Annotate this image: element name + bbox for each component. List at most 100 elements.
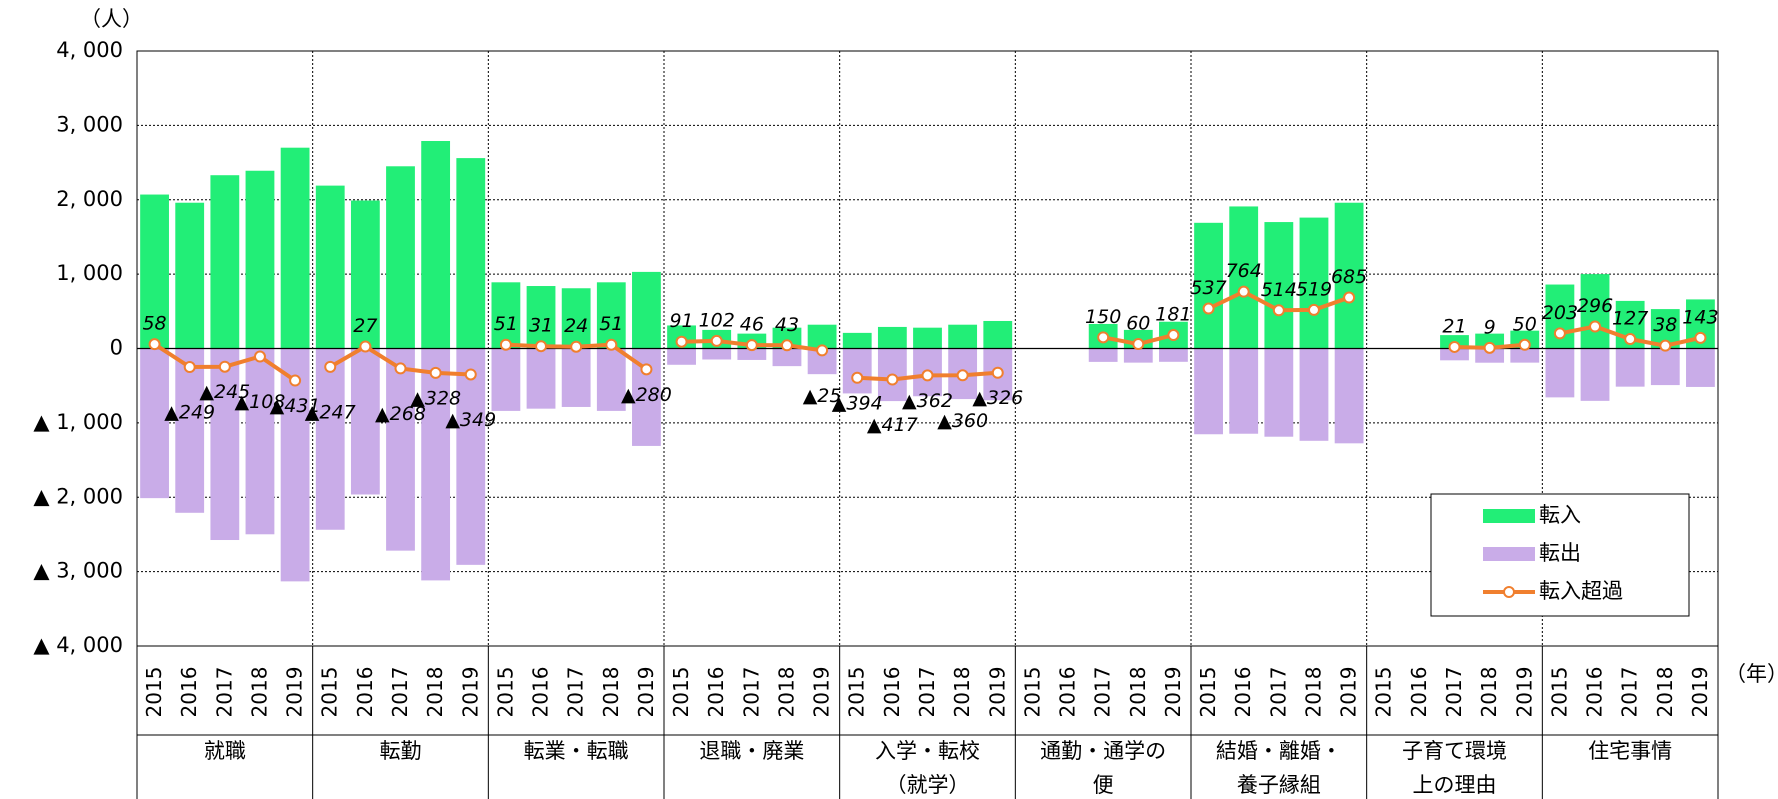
bar (1545, 348, 1575, 398)
bar (667, 348, 696, 365)
group-label: 子育て環境上の理由 (1402, 739, 1507, 797)
legend-label: 転入超過 (1539, 579, 1623, 603)
legend-swatch (1483, 509, 1535, 523)
bar (1475, 348, 1505, 363)
plot-frame (136, 50, 1719, 647)
line-marker (359, 340, 372, 353)
bar (596, 348, 626, 411)
line-marker (570, 340, 583, 353)
y-tick-label: 2, 000 (56, 187, 123, 211)
x-tick-label: 2019 (1161, 667, 1185, 718)
bar (491, 282, 521, 349)
bar (1334, 202, 1364, 349)
line-marker (499, 338, 512, 351)
bar (140, 194, 169, 349)
x-tick-label: 2017 (1091, 667, 1115, 718)
line-marker (1448, 340, 1461, 353)
data-label: ▲249 (164, 402, 215, 424)
bar (1194, 348, 1223, 435)
x-tick-label: 2019 (283, 667, 307, 718)
line-marker (535, 340, 548, 353)
data-label: 296 (1577, 295, 1613, 317)
line-marker (886, 373, 899, 386)
legend-marker (1503, 586, 1515, 598)
bar (386, 166, 415, 349)
line-marker (1343, 291, 1356, 304)
bar (210, 348, 240, 541)
line-marker (710, 334, 723, 347)
bar (175, 202, 205, 349)
bar (1229, 206, 1259, 349)
bar (350, 200, 380, 349)
group-label: 転業・転職 (524, 739, 629, 763)
data-label: ▲328 (410, 387, 461, 409)
bar (1264, 348, 1294, 437)
x-tick-label: 2016 (1407, 667, 1431, 718)
data-label: ▲25 (803, 385, 842, 407)
data-label: 685 (1331, 266, 1367, 288)
bar (1510, 348, 1540, 363)
legend-swatch (1483, 547, 1535, 561)
bar (140, 348, 169, 499)
data-label: ▲108 (235, 391, 286, 413)
x-tick-label: 2019 (1688, 667, 1712, 718)
x-tick-label: 2015 (1020, 667, 1044, 718)
bar (913, 327, 942, 349)
x-tick-label: 2017 (564, 667, 588, 718)
data-label: 514 (1261, 279, 1297, 301)
x-tick-label: 2016 (880, 667, 904, 718)
bar (1580, 348, 1610, 401)
x-tick-label: 2018 (1477, 667, 1501, 718)
data-label: 50 (1513, 313, 1537, 335)
bar (596, 282, 626, 349)
x-tick-label: 2015 (669, 667, 693, 718)
bar (491, 348, 521, 411)
bar (877, 326, 907, 349)
bar (315, 185, 345, 349)
data-label: ▲245 (199, 381, 250, 403)
legend-label: 転出 (1539, 541, 1581, 565)
line-marker (640, 363, 653, 376)
data-label: 27 (353, 315, 377, 337)
bar (772, 348, 802, 367)
line-marker (1694, 331, 1707, 344)
line-marker (429, 366, 442, 379)
x-tick-label: 2018 (774, 667, 798, 718)
data-label: 51 (599, 313, 623, 335)
x-tick-label: 2019 (634, 667, 658, 718)
x-tick-label: 2019 (810, 667, 834, 718)
line-marker (1553, 327, 1566, 340)
data-label: 203 (1542, 302, 1578, 324)
x-tick-label: 2015 (845, 667, 869, 718)
x-tick-label: 2016 (1583, 667, 1607, 718)
data-label: 46 (740, 314, 764, 336)
bar (1299, 348, 1329, 441)
legend-label: 転入 (1539, 503, 1581, 527)
line-marker (1624, 333, 1637, 346)
line-marker (605, 338, 618, 351)
bar (1650, 348, 1680, 386)
line-marker (675, 335, 688, 348)
group-label: 住宅事情 (1588, 739, 1672, 763)
data-label: 24 (564, 315, 588, 337)
line-marker (1518, 338, 1531, 351)
y-tick-label: ▲ 3, 000 (33, 559, 123, 583)
bar (1440, 348, 1469, 361)
y-tick-label: ▲ 4, 000 (33, 633, 123, 657)
bar (1299, 217, 1329, 349)
data-label: 537 (1190, 277, 1226, 299)
bar (421, 348, 451, 581)
x-tick-label: 2017 (915, 667, 939, 718)
group-label: 結婚・離婚・養子縁組 (1216, 739, 1342, 797)
bar (1088, 348, 1118, 362)
bar (737, 348, 767, 360)
line-marker (780, 339, 793, 352)
bar (421, 140, 451, 349)
line-marker (1589, 320, 1602, 333)
x-tick-label: 2018 (1126, 667, 1150, 718)
line-marker (1483, 341, 1496, 354)
data-label: 181 (1155, 304, 1191, 326)
x-tick-label: 2015 (142, 667, 166, 718)
y-tick-label: ▲ 1, 000 (33, 410, 123, 434)
